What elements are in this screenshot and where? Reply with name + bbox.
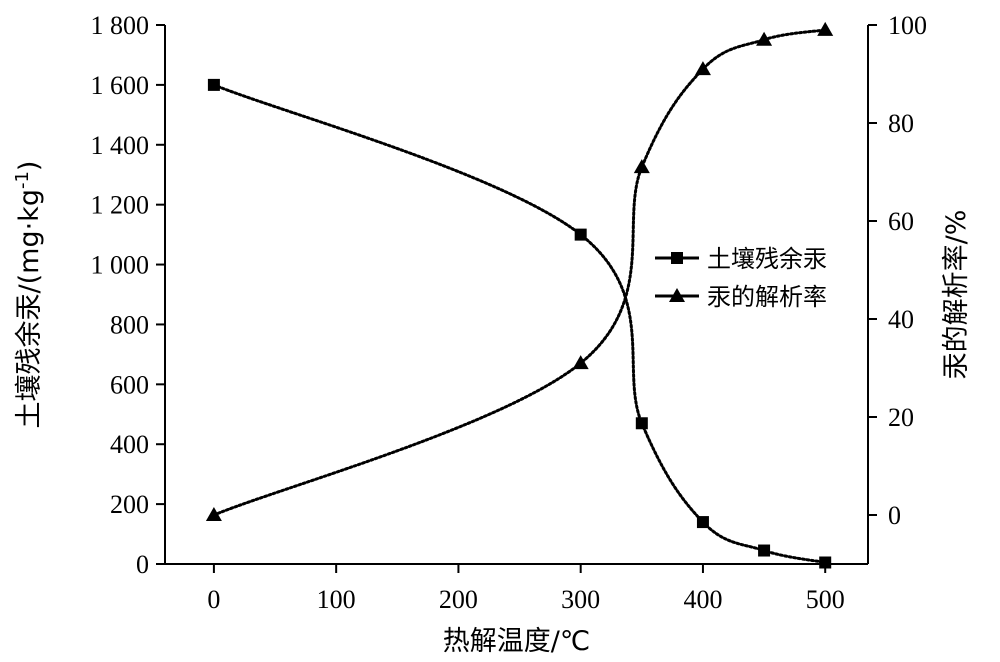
square-marker [696, 516, 709, 529]
series-line-mercury-desorption-rate [212, 28, 827, 517]
x-tick-label: 0 [207, 585, 220, 614]
series-line-soil-residual-mercury [212, 83, 827, 565]
left-y-tick-label: 1 800 [91, 11, 150, 40]
left-y-tick-label: 1 000 [91, 251, 150, 280]
series-lines [212, 28, 827, 565]
left-y-tick-label: 1 600 [91, 71, 150, 100]
left-y-tick-label: 600 [110, 370, 149, 399]
x-tick-label: 200 [439, 585, 478, 614]
x-tick-label: 100 [317, 585, 356, 614]
x-tick-label: 300 [561, 585, 600, 614]
legend-square-marker [671, 252, 683, 264]
left-y-tick-label: 200 [110, 490, 149, 519]
triangle-marker [572, 355, 589, 370]
triangle-marker [633, 159, 650, 174]
legend-label: 土壤残余汞 [707, 245, 827, 273]
left-y-tick-label: 800 [110, 310, 149, 339]
right-y-tick-label: 100 [888, 11, 927, 40]
series-markers [205, 21, 834, 569]
triangle-marker [694, 61, 711, 76]
square-marker [574, 228, 587, 241]
axes [164, 25, 869, 565]
x-axis-title: 热解温度/℃ [443, 626, 590, 657]
square-marker [635, 417, 648, 430]
square-marker [819, 556, 832, 569]
triangle-marker [817, 21, 834, 36]
right-y-tick-label: 0 [888, 501, 901, 530]
legend-triangle-marker [669, 288, 685, 302]
legend-label: 汞的解析率 [707, 283, 827, 311]
right-y-tick-label: 80 [888, 109, 914, 138]
right-y-tick-label: 40 [888, 305, 914, 334]
left-y-tick-label: 400 [110, 430, 149, 459]
square-marker [758, 544, 771, 557]
left-y-tick-label: 0 [136, 550, 149, 579]
right-y-tick-label: 60 [888, 207, 914, 236]
left-y-tick-label: 1 200 [91, 191, 150, 220]
left-y-tick-label: 1 400 [91, 131, 150, 160]
triangle-marker [205, 507, 222, 521]
right-y-tick-label: 20 [888, 403, 914, 432]
square-marker [207, 78, 220, 91]
right-y-axis-title: 汞的解析率/% [941, 210, 972, 380]
triangle-marker [756, 31, 773, 46]
x-tick-label: 400 [683, 585, 722, 614]
left-y-axis-title: 土壤残余汞/(mg·kg-1) [12, 161, 45, 429]
x-tick-label: 500 [806, 585, 845, 614]
